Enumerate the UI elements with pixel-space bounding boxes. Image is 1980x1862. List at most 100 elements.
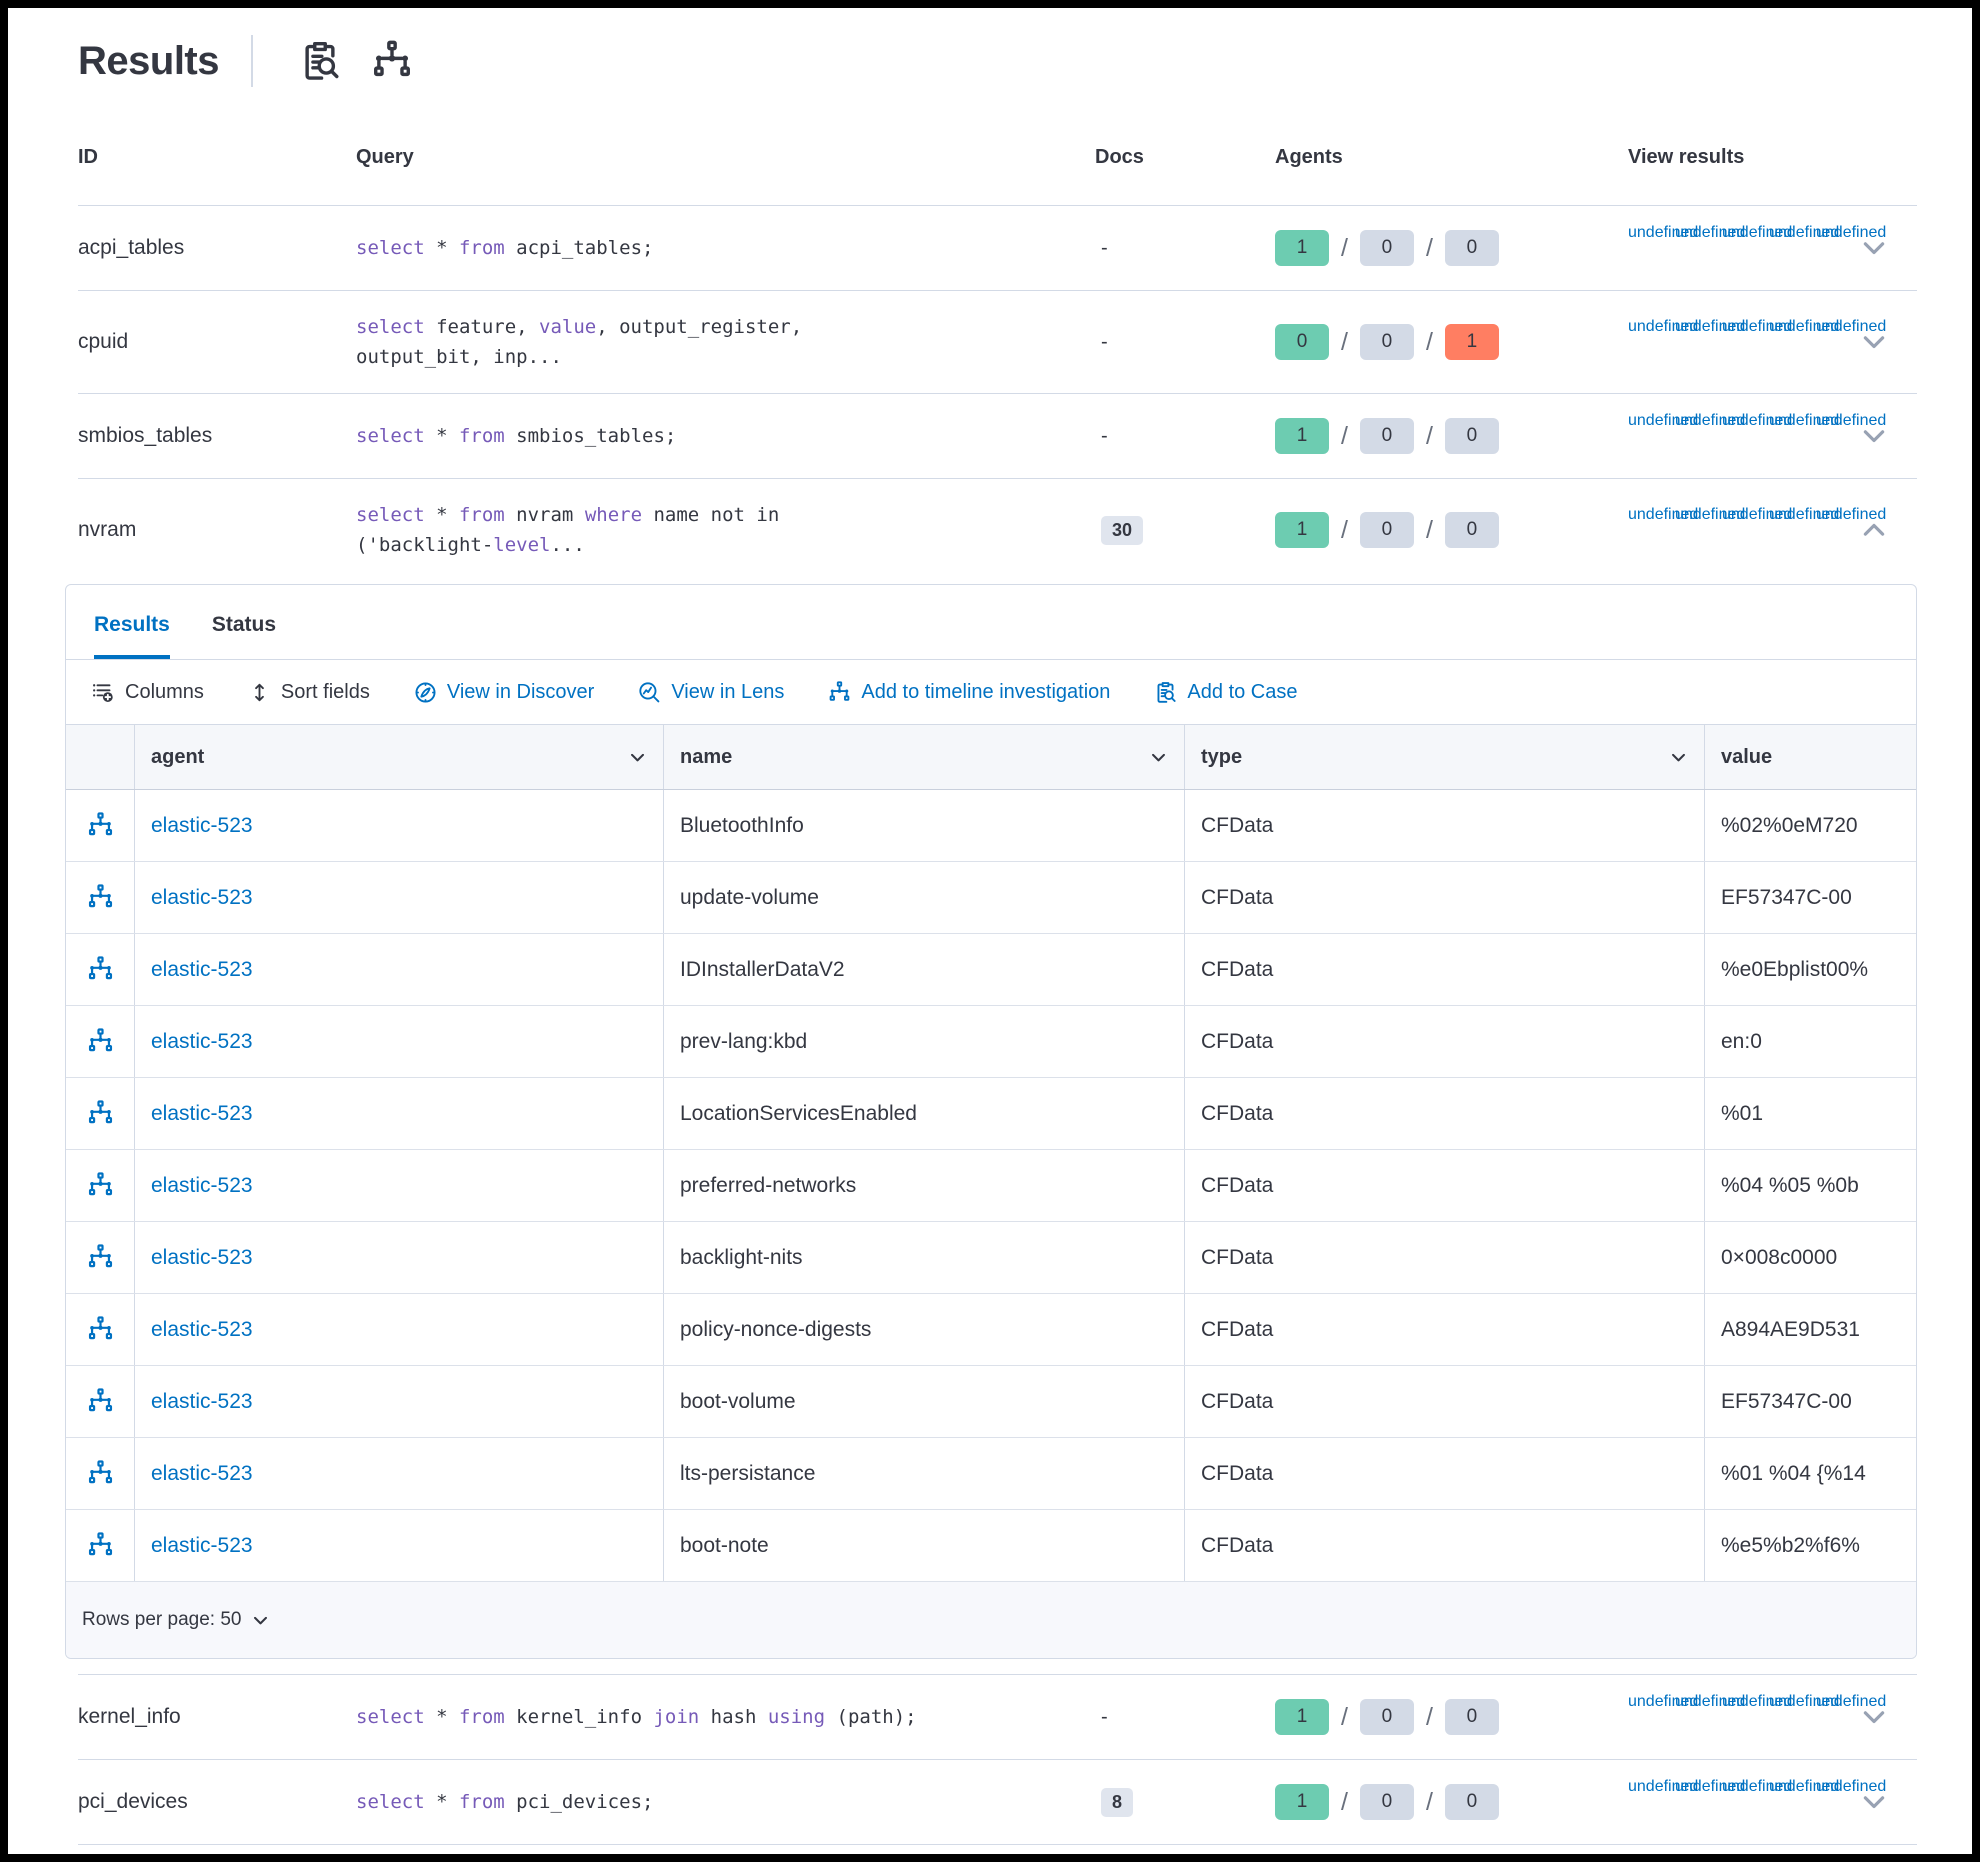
view-in-lens-icon[interactable]: undefined <box>1675 1778 1746 1795</box>
chevron-down-icon[interactable] <box>1859 233 1889 263</box>
view-in-discover-icon[interactable]: undefined <box>1628 1778 1699 1795</box>
lens-icon <box>638 681 661 704</box>
column-header-type[interactable]: type <box>1184 725 1704 789</box>
agent-link[interactable]: elastic-523 <box>151 1173 253 1197</box>
agent-link[interactable]: elastic-523 <box>151 1101 253 1125</box>
view-in-lens-icon[interactable]: undefined <box>1675 506 1746 523</box>
docs-count: - <box>1101 424 1108 447</box>
view-in-lens-icon[interactable]: undefined <box>1675 412 1746 429</box>
view-in-discover-icon[interactable]: undefined <box>1628 412 1699 429</box>
agent-link[interactable]: elastic-523 <box>151 1389 253 1413</box>
inspect-icon[interactable] <box>299 40 341 82</box>
type-cell: CFData <box>1184 862 1704 933</box>
agent-link[interactable]: elastic-523 <box>151 1533 253 1557</box>
column-header-agent[interactable]: agent <box>134 725 663 789</box>
tab-status[interactable]: Status <box>211 613 277 636</box>
add-to-case-icon[interactable]: undefined <box>1769 1778 1840 1795</box>
add-to-case-icon[interactable]: undefined <box>1769 224 1840 241</box>
chevron-down-icon[interactable] <box>1859 327 1889 357</box>
columns-button[interactable]: Columns <box>92 681 204 704</box>
view-in-discover-icon[interactable]: undefined <box>1628 506 1699 523</box>
column-header-name[interactable]: name <box>663 725 1184 789</box>
add-to-case-icon[interactable]: undefined <box>1769 1693 1840 1710</box>
badge-separator: / <box>1425 233 1433 262</box>
expand-results-icon[interactable]: undefined <box>1816 224 1887 241</box>
docs-count: - <box>1101 236 1108 259</box>
chevron-down-icon[interactable] <box>1859 421 1889 451</box>
add-to-case-icon[interactable]: undefined <box>1769 506 1840 523</box>
expand-results-icon[interactable]: undefined <box>1816 318 1887 335</box>
docs-count: - <box>1101 1705 1108 1728</box>
agents-failed-badge: 0 <box>1444 1699 1499 1735</box>
docs-count-badge: 8 <box>1101 1787 1134 1817</box>
tab-results[interactable]: Results <box>94 613 170 659</box>
agent-link[interactable]: elastic-523 <box>151 885 253 909</box>
timeline-icon[interactable] <box>371 40 413 82</box>
results-data-grid: agent name type value elastic-523 Bluetooth… <box>66 724 1916 1658</box>
add-to-case-icon[interactable]: undefined <box>1769 412 1840 429</box>
view-in-discover-icon[interactable]: undefined <box>1628 224 1699 241</box>
agents-status: 0 / 0 / 1 <box>1275 324 1628 360</box>
column-header-value[interactable]: value <box>1704 725 1916 789</box>
timeline-icon[interactable] <box>87 812 114 839</box>
add-to-timeline-investigation-button[interactable]: Add to timeline investigation <box>828 681 1110 704</box>
type-cell: CFData <box>1184 790 1704 861</box>
agent-link[interactable]: elastic-523 <box>151 957 253 981</box>
query-row: kernel_info select * from kernel_info jo… <box>78 1674 1917 1759</box>
sort-fields-button[interactable]: Sort fields <box>248 681 370 704</box>
timeline-icon[interactable] <box>87 1100 114 1127</box>
agent-link[interactable]: elastic-523 <box>151 1245 253 1269</box>
expand-results-icon[interactable]: undefined <box>1816 412 1887 429</box>
expand-results-icon[interactable]: undefined <box>1816 1778 1887 1795</box>
view-in-discover-icon[interactable]: undefined <box>1628 318 1699 335</box>
view-in-discover-icon[interactable]: undefined <box>1628 1693 1699 1710</box>
add-to-timeline-icon[interactable]: undefined <box>1722 318 1793 335</box>
case-icon <box>1154 681 1177 704</box>
view-in-discover-button[interactable]: View in Discover <box>414 681 594 704</box>
name-cell: boot-note <box>663 1510 1184 1581</box>
view-in-lens-icon[interactable]: undefined <box>1675 1693 1746 1710</box>
agents-failed-badge: 0 <box>1444 512 1499 548</box>
agents-failed-badge: 0 <box>1444 230 1499 266</box>
type-cell: CFData <box>1184 1006 1704 1077</box>
agent-link[interactable]: elastic-523 <box>151 1461 253 1485</box>
expand-results-icon[interactable]: undefined <box>1816 1693 1887 1710</box>
timeline-icon[interactable] <box>87 1244 114 1271</box>
chevron-down-icon[interactable] <box>1859 1787 1889 1817</box>
timeline-icon[interactable] <box>87 1316 114 1343</box>
agent-link[interactable]: elastic-523 <box>151 813 253 837</box>
add-to-timeline-icon[interactable]: undefined <box>1722 506 1793 523</box>
chevron-up-icon[interactable] <box>1859 515 1889 545</box>
agents-status: 1 / 0 / 0 <box>1275 1699 1628 1735</box>
view-in-lens-icon[interactable]: undefined <box>1675 224 1746 241</box>
timeline-icon[interactable] <box>87 1172 114 1199</box>
timeline-icon[interactable] <box>87 884 114 911</box>
query-sql-text: select * from acpi_tables; <box>356 237 654 259</box>
add-to-timeline-icon[interactable]: undefined <box>1722 1693 1793 1710</box>
agent-link[interactable]: elastic-523 <box>151 1029 253 1053</box>
add-to-timeline-icon[interactable]: undefined <box>1722 224 1793 241</box>
query-sql-text: select feature, value, output_register, … <box>356 316 803 368</box>
view-in-lens-button[interactable]: View in Lens <box>638 681 784 704</box>
expand-results-icon[interactable]: undefined <box>1816 506 1887 523</box>
query-id: kernel_info <box>78 1705 181 1728</box>
timeline-icon[interactable] <box>87 1532 114 1559</box>
add-to-case-icon[interactable]: undefined <box>1769 318 1840 335</box>
view-in-lens-icon[interactable]: undefined <box>1675 318 1746 335</box>
timeline-icon[interactable] <box>87 1028 114 1055</box>
results-details-panel: Results Status Columns Sort fields View in … <box>65 584 1917 1659</box>
timeline-icon[interactable] <box>87 1388 114 1415</box>
value-cell: %e5%b2%f6% <box>1704 1510 1916 1581</box>
timeline-icon[interactable] <box>87 956 114 983</box>
add-to-timeline-icon[interactable]: undefined <box>1722 1778 1793 1795</box>
query-table-header: ID Query Docs Agents View results <box>78 90 1917 205</box>
add-to-timeline-icon[interactable]: undefined <box>1722 412 1793 429</box>
badge-separator: / <box>1341 1787 1348 1816</box>
chevron-down-icon[interactable] <box>1859 1702 1889 1732</box>
rows-per-page-button[interactable]: Rows per page: 50 <box>82 1609 270 1631</box>
column-header-agents: Agents <box>1275 146 1343 168</box>
timeline-icon[interactable] <box>87 1460 114 1487</box>
query-row: cpuid select feature, value, output_regi… <box>78 290 1917 393</box>
agent-link[interactable]: elastic-523 <box>151 1317 253 1341</box>
add-to-case-button[interactable]: Add to Case <box>1154 681 1298 704</box>
